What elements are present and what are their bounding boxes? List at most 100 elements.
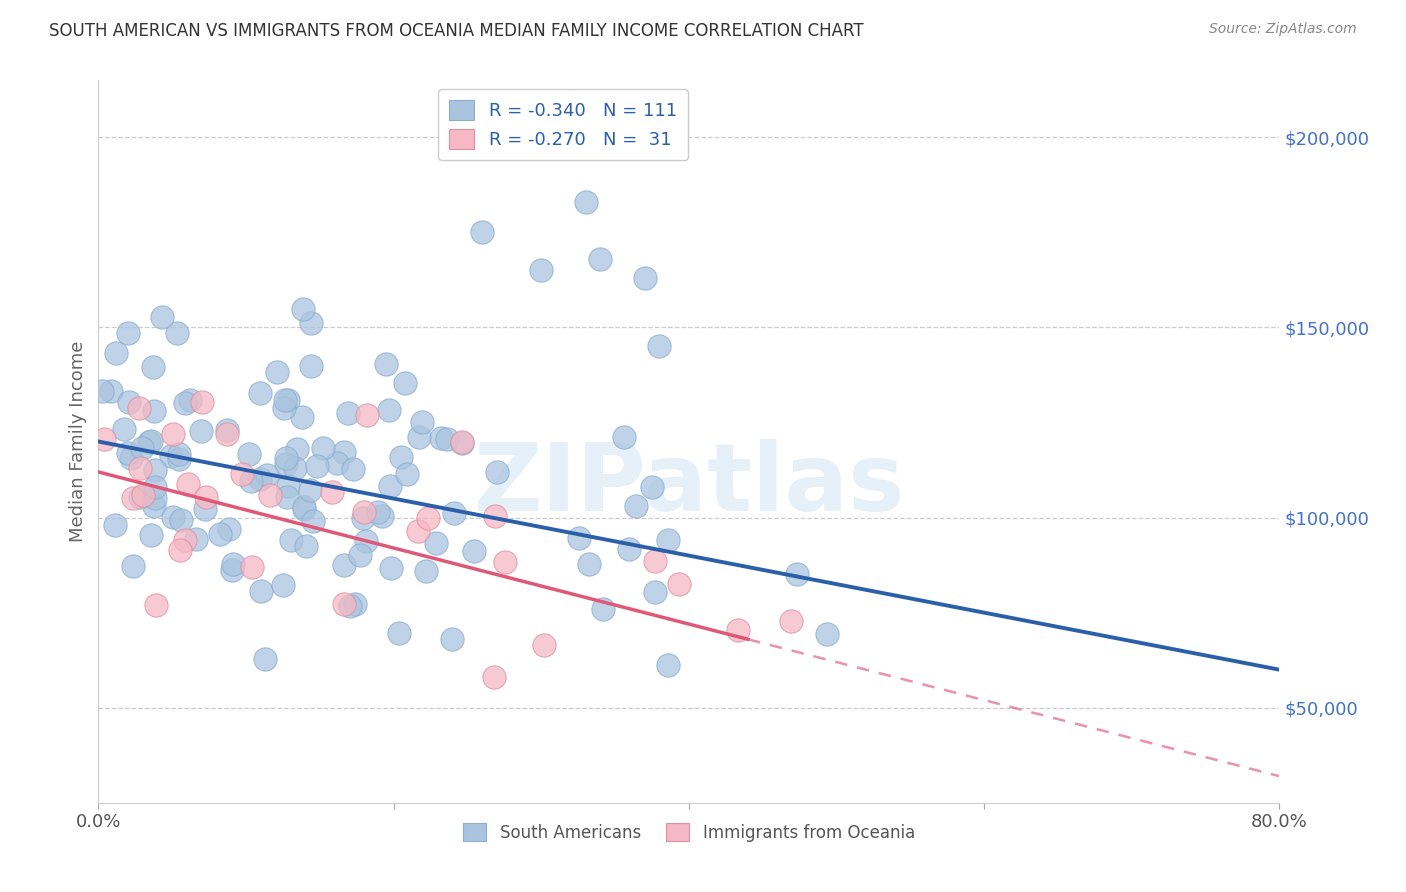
- Point: [380, 561, 402, 575]
- Point: [356, 409, 378, 423]
- Point: [292, 501, 315, 516]
- Point: [486, 465, 509, 479]
- Point: [142, 404, 165, 418]
- Point: [215, 427, 238, 442]
- Point: [375, 357, 398, 371]
- Point: [354, 534, 377, 549]
- Point: [321, 485, 343, 500]
- Point: [343, 597, 366, 611]
- Point: [619, 542, 641, 557]
- Point: [277, 479, 299, 493]
- Point: [451, 434, 474, 449]
- Point: [194, 490, 217, 504]
- Point: [128, 401, 150, 415]
- Point: [471, 226, 494, 240]
- Point: [177, 477, 200, 491]
- Point: [371, 509, 394, 524]
- Point: [411, 415, 433, 429]
- Point: [644, 585, 666, 599]
- Point: [299, 316, 322, 330]
- Point: [484, 670, 506, 684]
- Point: [292, 500, 315, 515]
- Point: [484, 509, 506, 524]
- Point: [567, 532, 589, 546]
- Point: [166, 326, 188, 340]
- Point: [100, 384, 122, 399]
- Point: [291, 410, 314, 425]
- Point: [277, 392, 299, 407]
- Point: [436, 432, 458, 446]
- Point: [259, 488, 281, 502]
- Point: [184, 533, 207, 547]
- Point: [143, 499, 166, 513]
- Point: [254, 651, 277, 665]
- Point: [415, 565, 437, 579]
- Point: [170, 513, 193, 527]
- Point: [231, 467, 253, 481]
- Point: [256, 468, 278, 483]
- Point: [657, 658, 679, 673]
- Point: [145, 463, 167, 477]
- Point: [190, 394, 212, 409]
- Point: [815, 627, 838, 641]
- Point: [592, 602, 614, 616]
- Point: [333, 445, 356, 459]
- Point: [337, 406, 360, 420]
- Point: [90, 384, 112, 398]
- Point: [389, 450, 412, 464]
- Point: [624, 499, 647, 513]
- Point: [250, 584, 273, 599]
- Point: [280, 533, 302, 548]
- Point: [299, 359, 322, 373]
- Point: [131, 488, 153, 502]
- Point: [786, 567, 808, 582]
- Point: [727, 623, 749, 637]
- Point: [129, 460, 152, 475]
- Point: [143, 480, 166, 494]
- Point: [190, 424, 212, 438]
- Point: [174, 395, 197, 409]
- Point: [276, 457, 298, 471]
- Point: [179, 392, 201, 407]
- Point: [121, 491, 143, 506]
- Point: [131, 441, 153, 455]
- Point: [378, 479, 401, 493]
- Point: [349, 548, 371, 562]
- Point: [450, 436, 472, 450]
- Point: [780, 615, 803, 629]
- Point: [394, 376, 416, 390]
- Point: [530, 263, 553, 277]
- Point: [648, 339, 671, 353]
- Point: [218, 522, 240, 536]
- Point: [352, 510, 374, 524]
- Point: [408, 430, 430, 444]
- Point: [159, 449, 181, 463]
- Point: [150, 310, 173, 325]
- Point: [668, 577, 690, 591]
- Point: [640, 480, 662, 494]
- Point: [443, 507, 465, 521]
- Point: [273, 578, 295, 592]
- Y-axis label: Median Family Income: Median Family Income: [69, 341, 87, 542]
- Point: [305, 458, 328, 473]
- Point: [249, 472, 271, 486]
- Point: [169, 542, 191, 557]
- Point: [295, 539, 318, 553]
- Point: [143, 491, 166, 506]
- Point: [276, 490, 298, 504]
- Point: [578, 558, 600, 572]
- Point: [440, 632, 463, 646]
- Point: [494, 555, 516, 569]
- Point: [141, 527, 163, 541]
- Point: [141, 360, 163, 375]
- Point: [285, 442, 308, 457]
- Point: [333, 597, 356, 611]
- Point: [117, 326, 139, 341]
- Point: [657, 533, 679, 547]
- Point: [301, 514, 323, 528]
- Point: [104, 518, 127, 533]
- Point: [333, 558, 356, 573]
- Point: [238, 447, 260, 461]
- Point: [339, 599, 361, 613]
- Point: [194, 502, 217, 516]
